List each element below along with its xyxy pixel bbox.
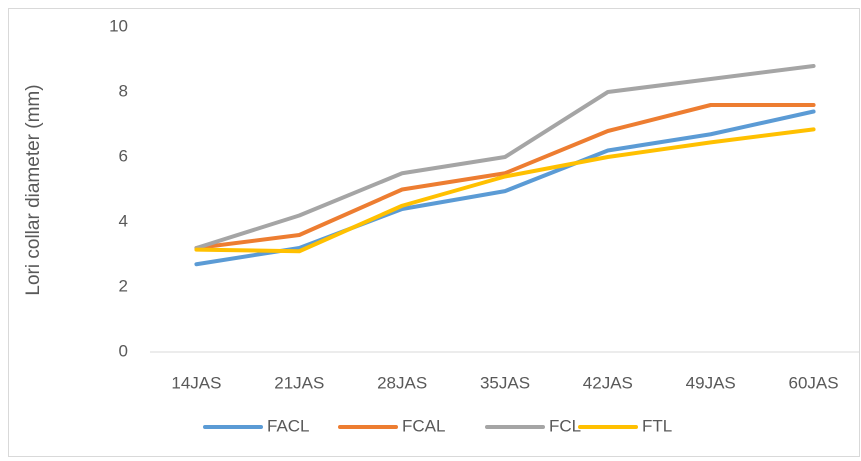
y-tick-label: 8 <box>119 81 128 100</box>
series-line <box>194 109 816 267</box>
y-tick-label: 6 <box>119 146 128 165</box>
x-tick-label: 21JAS <box>274 373 324 392</box>
chart-border <box>8 8 860 457</box>
y-tick-label: 0 <box>119 341 128 360</box>
legend-label: FCL <box>549 416 581 435</box>
legend-label: FTL <box>642 416 672 435</box>
series-line <box>194 103 816 250</box>
legend-label: FCAL <box>402 416 445 435</box>
x-tick-label: 28JAS <box>377 373 427 392</box>
series-line <box>194 64 816 250</box>
x-tick-label: 42JAS <box>583 373 633 392</box>
series-line <box>194 127 816 254</box>
x-tick-label: 49JAS <box>686 373 736 392</box>
y-tick-label: 4 <box>119 211 128 230</box>
x-tick-label: 14JAS <box>171 373 221 392</box>
y-tick-label: 10 <box>109 16 128 35</box>
legend-label: FACL <box>267 416 310 435</box>
x-tick-label: 60JAS <box>789 373 839 392</box>
y-axis-label: Lori collar diameter (mm) <box>23 84 44 295</box>
x-tick-label: 35JAS <box>480 373 530 392</box>
y-tick-label: 2 <box>119 276 128 295</box>
